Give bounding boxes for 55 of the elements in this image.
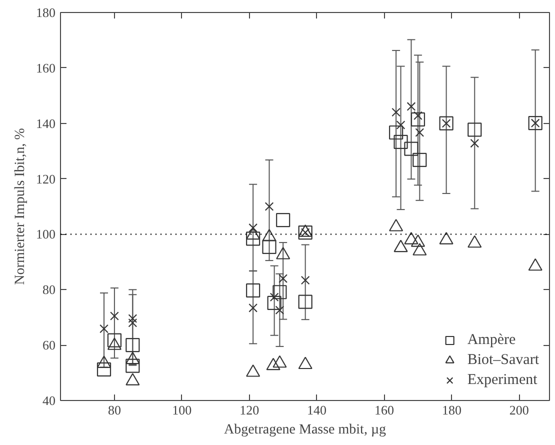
point bbox=[415, 128, 424, 137]
y-tick-label: 180 bbox=[36, 5, 56, 20]
point bbox=[412, 152, 427, 167]
point bbox=[248, 303, 258, 312]
point bbox=[275, 306, 284, 315]
point bbox=[298, 294, 312, 309]
point bbox=[128, 318, 138, 328]
point bbox=[107, 333, 122, 348]
x-tick-label: 100 bbox=[172, 402, 192, 418]
y-tick-label: 140 bbox=[36, 116, 56, 131]
point bbox=[406, 102, 416, 111]
y-tick-label: 100 bbox=[36, 226, 56, 242]
point bbox=[468, 122, 482, 137]
x-tick-label: 200 bbox=[509, 402, 529, 418]
x-axis-title: Abgetragene Masse mbit, µg bbox=[224, 422, 386, 438]
point bbox=[110, 312, 119, 320]
y-tick-label: 60 bbox=[42, 338, 56, 353]
point bbox=[248, 223, 258, 232]
x-tick-label: 180 bbox=[442, 402, 462, 418]
point bbox=[300, 276, 310, 285]
point bbox=[100, 324, 108, 334]
point bbox=[410, 112, 426, 127]
point bbox=[96, 362, 112, 377]
point bbox=[396, 120, 406, 130]
point bbox=[392, 108, 400, 117]
y-tick-label: 160 bbox=[36, 60, 56, 76]
point bbox=[128, 314, 138, 323]
y-tick-label: 120 bbox=[36, 171, 56, 186]
point bbox=[246, 283, 260, 298]
legend-label: Biot–Savart bbox=[467, 352, 539, 368]
legend-label: Experiment bbox=[467, 372, 538, 388]
y-axis-title: Normierter Impuls Ibit,n, % bbox=[13, 128, 28, 285]
point bbox=[394, 134, 408, 149]
point bbox=[246, 232, 260, 246]
point bbox=[276, 213, 290, 228]
point bbox=[126, 338, 140, 352]
point bbox=[262, 240, 276, 254]
point bbox=[267, 296, 282, 310]
point bbox=[272, 285, 287, 300]
point bbox=[298, 226, 312, 240]
point bbox=[439, 116, 454, 130]
point bbox=[278, 274, 288, 283]
x-tick-label: 80 bbox=[108, 402, 121, 418]
point bbox=[270, 292, 279, 302]
x-tick-label: 140 bbox=[307, 402, 327, 418]
point bbox=[264, 202, 274, 211]
y-tick-label: 40 bbox=[42, 393, 56, 408]
point bbox=[470, 138, 480, 148]
x-tick-label: 120 bbox=[240, 402, 260, 418]
point bbox=[404, 142, 418, 156]
legend-label: Ampère bbox=[467, 332, 516, 348]
point bbox=[389, 125, 404, 140]
point bbox=[126, 358, 140, 373]
y-tick-label: 80 bbox=[42, 282, 56, 298]
x-tick-label: 160 bbox=[374, 402, 394, 418]
